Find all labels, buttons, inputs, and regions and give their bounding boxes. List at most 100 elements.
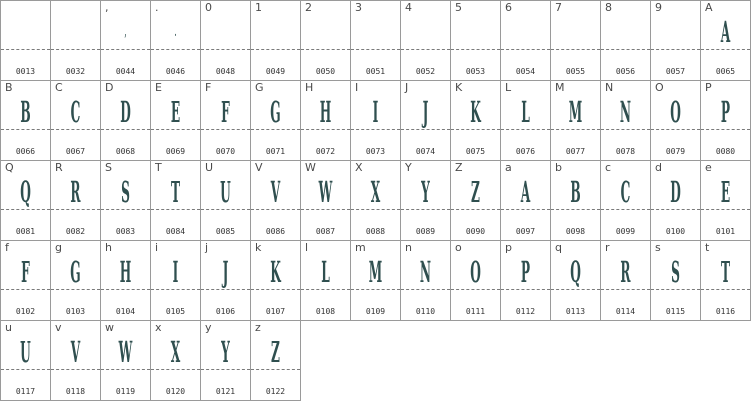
glyph-cell: R R 0082	[51, 161, 101, 241]
baseline-divider	[401, 129, 450, 130]
character-code: 0057	[665, 67, 686, 76]
reference-character: y	[205, 321, 212, 334]
baseline-divider	[251, 209, 300, 210]
reference-character: 1	[255, 1, 262, 14]
glyph-cell: K K 0075	[451, 81, 501, 161]
baseline-divider	[551, 129, 600, 130]
character-code: 0116	[715, 307, 736, 316]
glyph-cell: q Q 0113	[551, 241, 601, 321]
character-code: 0112	[515, 307, 536, 316]
font-glyph-sample	[65, 16, 86, 49]
character-code: 0053	[465, 67, 486, 76]
font-glyph-sample: D	[120, 95, 131, 129]
reference-character: U	[205, 161, 214, 174]
reference-character: g	[55, 241, 62, 254]
font-glyph-sample: Q	[570, 255, 581, 289]
reference-character: T	[155, 161, 162, 174]
reference-character: i	[155, 241, 159, 254]
reference-character: A	[705, 1, 713, 14]
character-code: 0110	[415, 307, 436, 316]
baseline-divider	[351, 209, 400, 210]
character-code: 0013	[15, 67, 36, 76]
baseline-divider	[351, 49, 400, 50]
glyph-cell: g G 0103	[51, 241, 101, 321]
glyph-cell: m M 0109	[351, 241, 401, 321]
baseline-divider	[301, 129, 350, 130]
baseline-divider	[451, 289, 500, 290]
reference-character: G	[255, 81, 264, 94]
glyph-cell: p P 0112	[501, 241, 551, 321]
character-code: 0044	[115, 67, 136, 76]
character-code: 0065	[715, 67, 736, 76]
character-code: 0107	[265, 307, 286, 316]
character-code: 0069	[165, 147, 186, 156]
reference-character: e	[705, 161, 712, 174]
font-glyph-sample: A	[720, 15, 731, 49]
font-glyph-sample: U	[20, 335, 31, 369]
character-code: 0055	[565, 67, 586, 76]
font-glyph-sample: B	[570, 175, 581, 209]
font-glyph-sample: C	[70, 95, 81, 129]
reference-character: 8	[605, 1, 612, 14]
reference-character: f	[5, 241, 9, 254]
glyph-cell: O O 0079	[651, 81, 701, 161]
font-glyph-sample	[615, 16, 636, 49]
reference-character: 7	[555, 1, 562, 14]
glyph-cell: P P 0080	[701, 81, 751, 161]
reference-character: M	[555, 81, 565, 94]
baseline-divider	[601, 129, 650, 130]
reference-character: P	[705, 81, 712, 94]
character-code: 0119	[115, 387, 136, 396]
font-glyph-sample: V	[70, 335, 81, 369]
font-glyph-sample: E	[170, 95, 181, 129]
glyph-cell: 7 0055	[551, 0, 601, 81]
glyph-cell: G G 0071	[251, 81, 301, 161]
reference-character: x	[155, 321, 162, 334]
reference-character: Z	[455, 161, 463, 174]
font-glyph-sample: S	[121, 175, 130, 209]
character-code: 0054	[515, 67, 536, 76]
baseline-divider	[501, 49, 550, 50]
character-code: 0120	[165, 387, 186, 396]
baseline-divider	[301, 289, 350, 290]
baseline-divider	[51, 209, 100, 210]
reference-character: V	[255, 161, 263, 174]
font-glyph-sample: V	[270, 175, 281, 209]
font-glyph-sample	[665, 16, 686, 49]
character-code: 0122	[265, 387, 286, 396]
font-glyph-sample: A	[520, 175, 531, 209]
character-code: 0086	[265, 227, 286, 236]
reference-character: D	[105, 81, 114, 94]
font-glyph-sample: K	[270, 255, 281, 289]
baseline-divider	[301, 209, 350, 210]
font-glyph-sample: P	[520, 255, 531, 289]
reference-character: w	[105, 321, 114, 334]
font-glyph-sample: Y	[421, 175, 430, 209]
baseline-divider	[151, 129, 200, 130]
font-glyph-sample: P	[720, 95, 731, 129]
font-glyph-sample: M	[368, 255, 383, 289]
character-code: 0070	[215, 147, 236, 156]
character-code: 0074	[415, 147, 436, 156]
font-glyph-sample: R	[620, 255, 631, 289]
character-code: 0088	[365, 227, 386, 236]
baseline-divider	[701, 209, 750, 210]
baseline-divider	[1, 289, 50, 290]
baseline-divider	[51, 369, 100, 370]
glyph-cell: 5 0053	[451, 0, 501, 81]
glyph-cell: 6 0054	[501, 0, 551, 81]
glyph-cell: d D 0100	[651, 161, 701, 241]
font-glyph-sample: F	[221, 95, 230, 129]
font-glyph-sample	[415, 16, 436, 49]
character-code: 0121	[215, 387, 236, 396]
baseline-divider	[601, 209, 650, 210]
glyph-cell: i I 0105	[151, 241, 201, 321]
character-code: 0083	[115, 227, 136, 236]
character-code: 0032	[65, 67, 86, 76]
glyph-cell: 2 0050	[301, 0, 351, 81]
character-code: 0075	[465, 147, 486, 156]
glyph-cell: D D 0068	[101, 81, 151, 161]
character-code: 0109	[365, 307, 386, 316]
baseline-divider	[201, 129, 250, 130]
